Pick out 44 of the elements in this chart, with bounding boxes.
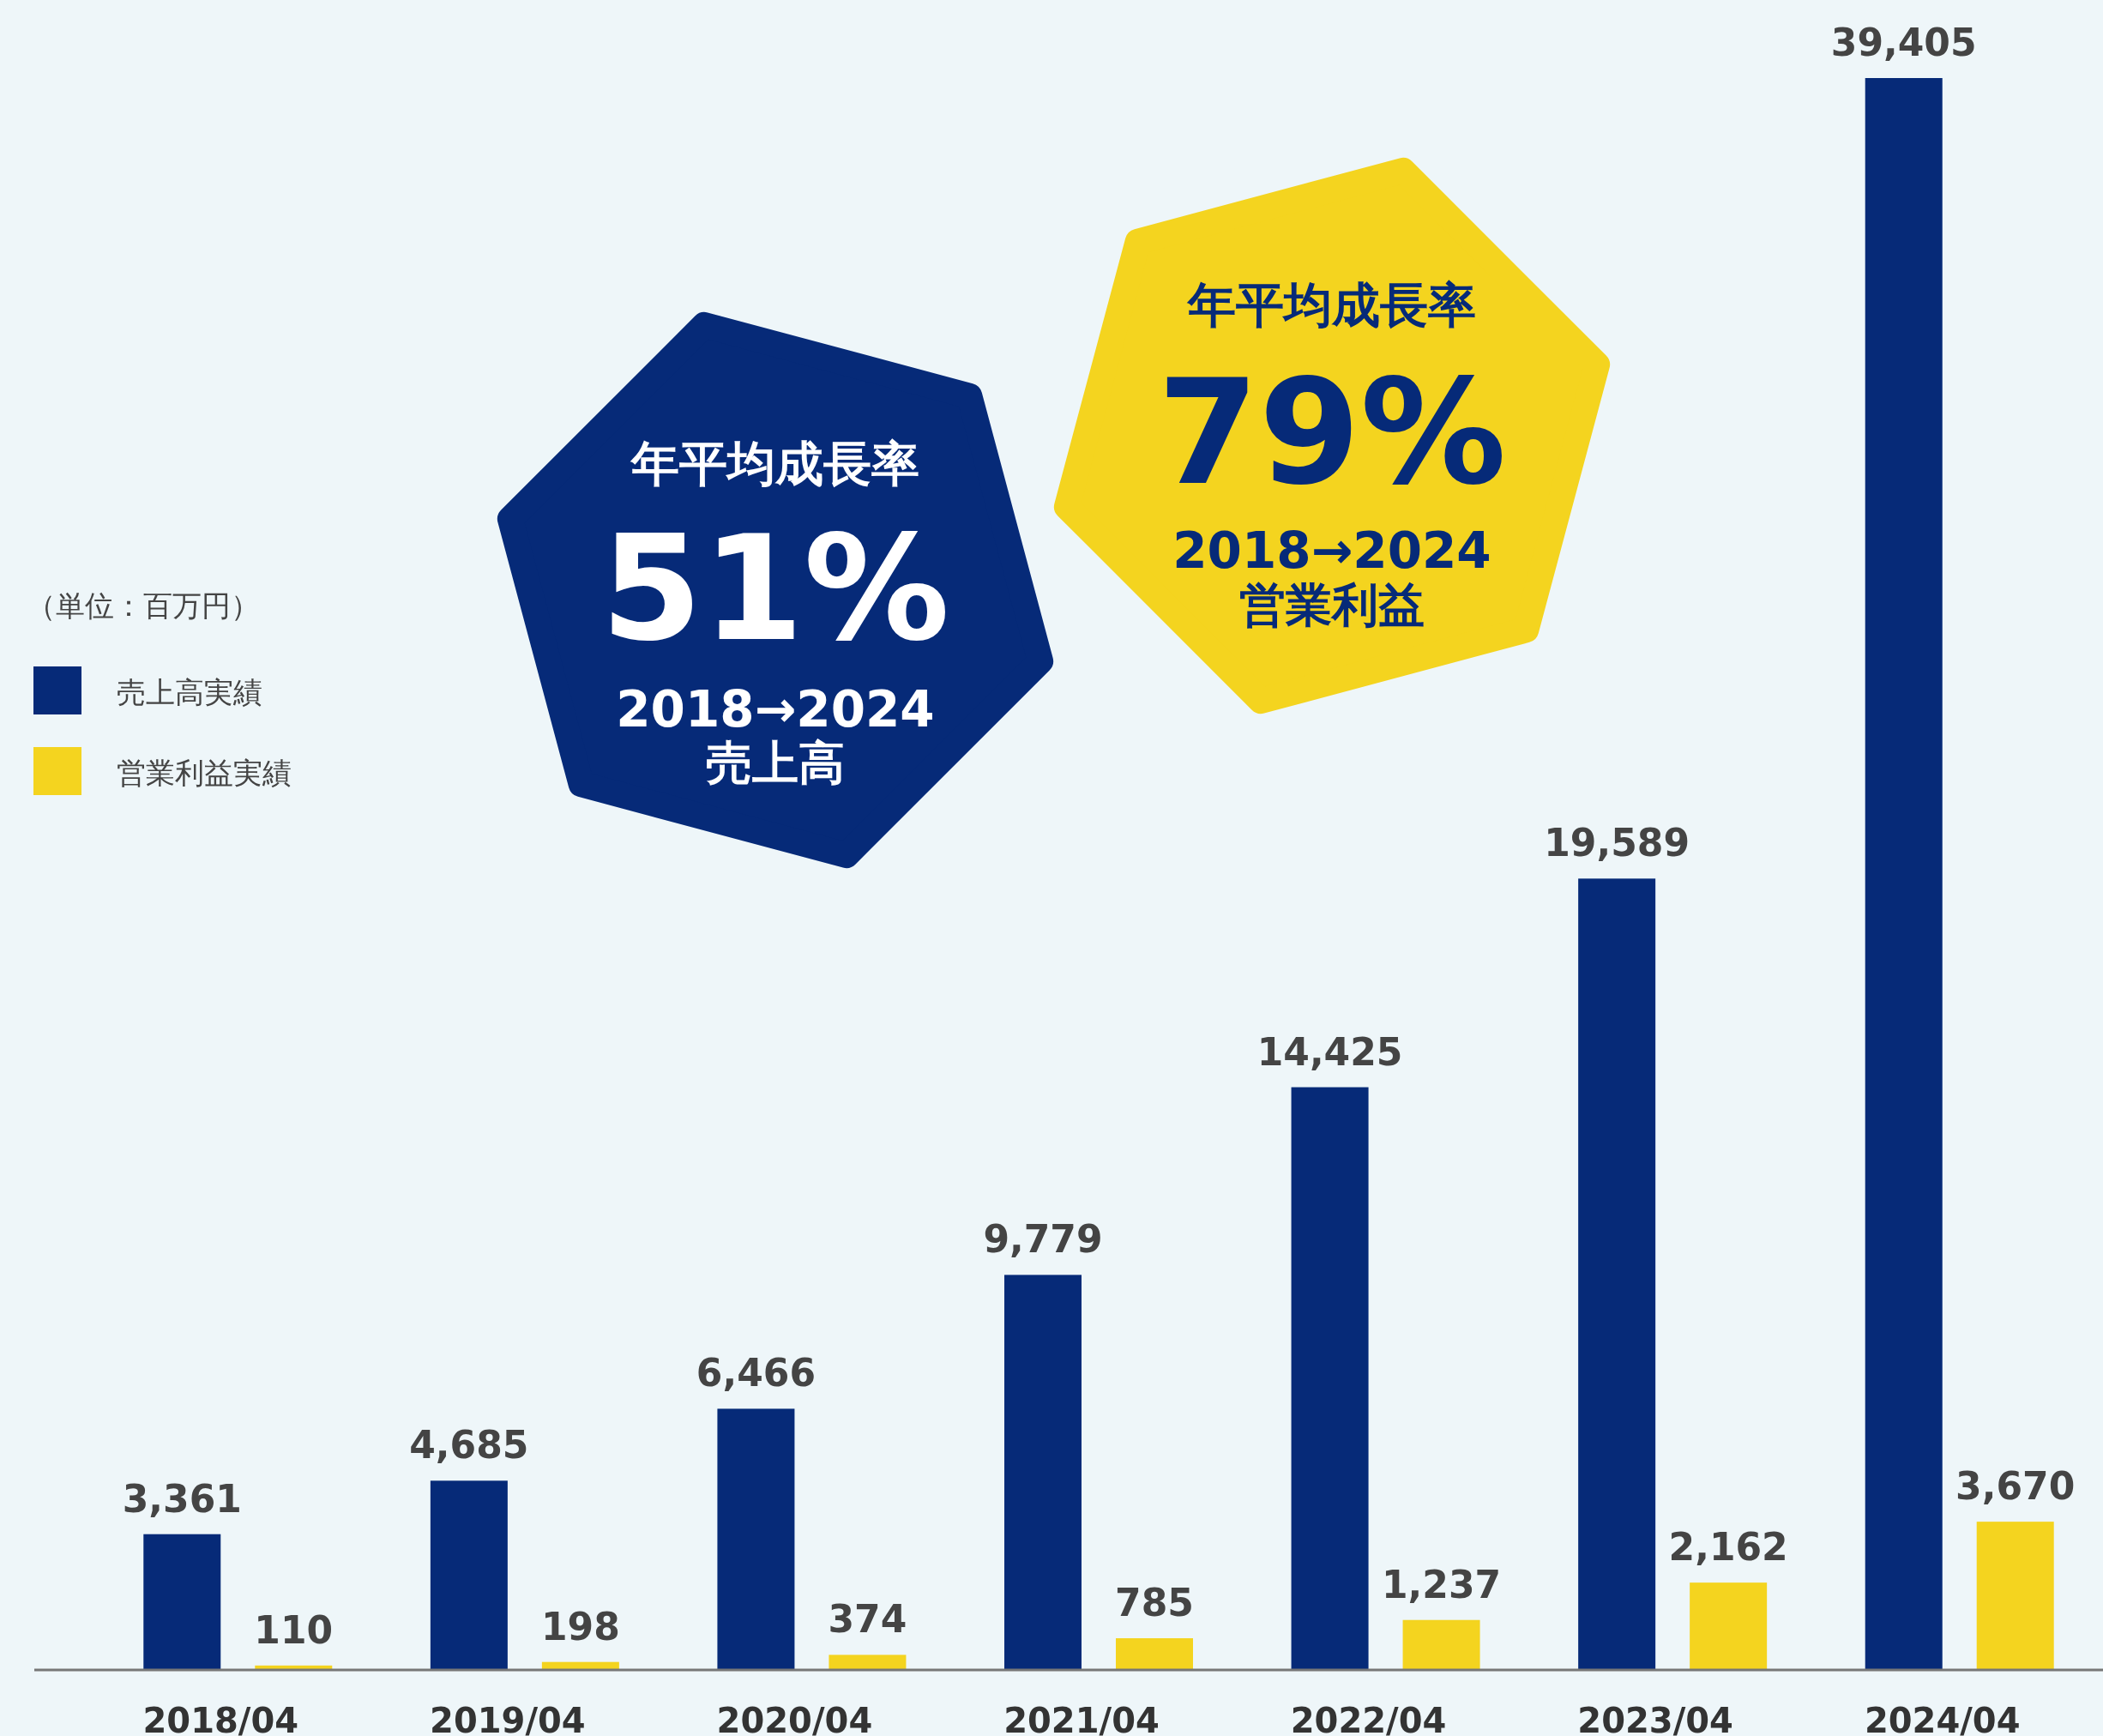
x-tick-label: 2020/04: [716, 1701, 873, 1736]
data-label: 39,405: [1830, 21, 1977, 64]
bar: [717, 1408, 795, 1670]
annotation: 年平均成長率: [1186, 277, 1476, 333]
data-label: 3,670: [1955, 1464, 2076, 1509]
bar: [430, 1480, 508, 1670]
bar: [829, 1655, 907, 1670]
data-label: 785: [1115, 1581, 1194, 1625]
annotation: 売上高: [706, 736, 845, 790]
bar: [1976, 1522, 2054, 1670]
annotation: 79%: [1157, 347, 1507, 517]
x-tick-label: 2023/04: [1577, 1701, 1733, 1736]
bar: [1291, 1087, 1369, 1670]
bar: [1116, 1638, 1193, 1670]
legend-label: 営業利益実績: [117, 756, 292, 790]
data-label: 1,237: [1381, 1562, 1502, 1606]
x-tick-label: 2024/04: [1864, 1701, 2021, 1736]
data-label: 198: [540, 1604, 620, 1649]
data-label: 2,162: [1668, 1525, 1788, 1570]
x-tick-label: 2019/04: [430, 1701, 586, 1736]
data-label: 6,466: [696, 1351, 816, 1395]
annotation: 51%: [600, 503, 950, 673]
data-label: 9,779: [983, 1217, 1103, 1262]
data-label: 19,589: [1544, 821, 1690, 865]
bar: [1865, 78, 1943, 1670]
data-label: 3,361: [122, 1476, 242, 1521]
x-tick-label: 2018/04: [142, 1701, 299, 1736]
x-tick-label: 2022/04: [1290, 1701, 1447, 1736]
bar: [143, 1534, 221, 1670]
data-label: 110: [254, 1607, 334, 1652]
bar: [1004, 1275, 1082, 1670]
x-tick-label: 2021/04: [1003, 1701, 1160, 1736]
bar: [1578, 878, 1656, 1670]
annotation: 2018→2024: [616, 680, 935, 738]
bar: [1690, 1582, 1768, 1670]
annotation: 年平均成長率: [630, 436, 919, 491]
data-label: 4,685: [409, 1423, 529, 1468]
annotation: 2018→2024: [1172, 521, 1491, 580]
data-label: 14,425: [1256, 1029, 1403, 1074]
annotation: （単位：百万円）: [27, 588, 260, 623]
annotation: 営業利益: [1239, 578, 1425, 632]
legend-label: 売上高実績: [117, 675, 262, 709]
data-label: 374: [828, 1597, 907, 1642]
bar: [1402, 1619, 1480, 1670]
